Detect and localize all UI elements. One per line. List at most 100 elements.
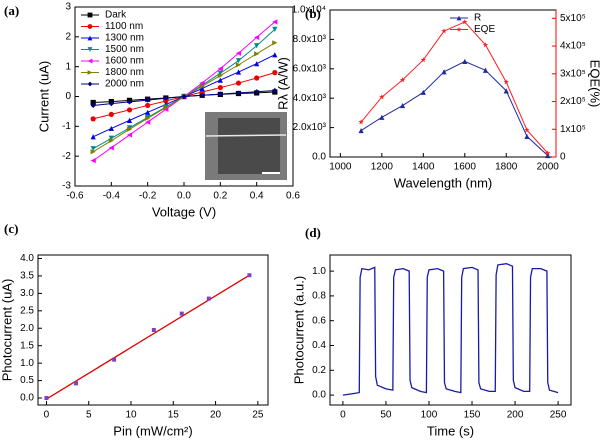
x-axis-label: Time (s) <box>427 423 474 438</box>
x-tick-label: 1200 <box>371 162 394 173</box>
x-tick-label: 0 <box>340 410 346 421</box>
marker <box>145 97 151 103</box>
inset-wire <box>205 134 287 137</box>
marker <box>217 91 223 97</box>
marker <box>217 70 223 76</box>
marker <box>235 58 242 64</box>
marker <box>235 80 242 86</box>
marker <box>199 85 205 92</box>
plot-frame <box>329 254 572 406</box>
marker <box>272 40 278 46</box>
marker <box>254 34 260 41</box>
marker <box>379 114 385 120</box>
marker <box>524 127 530 133</box>
x-tick-label: -0.2 <box>139 191 157 202</box>
marker <box>108 135 114 141</box>
panel-label: (a) <box>4 3 19 18</box>
x-tick-label: 150 <box>464 410 481 421</box>
marker <box>126 117 133 123</box>
x-tick-label: 1000 <box>329 162 352 173</box>
series-line <box>342 263 559 396</box>
legend-label: 2000 nm <box>105 79 144 90</box>
y-tick-label: 2.0x10³ <box>293 122 327 133</box>
panel-label: (d) <box>305 225 321 240</box>
marker <box>151 328 156 332</box>
marker <box>90 102 96 109</box>
y-tick-label: 0.0 <box>312 152 326 163</box>
marker <box>217 73 223 79</box>
x-tick-label: 25 <box>252 410 264 421</box>
marker <box>108 138 114 144</box>
y2-tick-label: 0 <box>560 152 566 163</box>
y-tick-label: 8.0x10³ <box>293 34 327 45</box>
marker <box>217 66 223 72</box>
legend-label: 1300 nm <box>105 33 144 44</box>
marker <box>44 396 49 401</box>
legend-label: Dark <box>105 10 127 21</box>
x-tick-label: 0.2 <box>213 191 227 202</box>
marker <box>482 67 489 73</box>
x-tick-label: 50 <box>380 410 392 421</box>
marker <box>206 296 211 301</box>
marker <box>126 99 133 105</box>
marker <box>358 119 364 125</box>
y-tick-label: -2 <box>62 151 71 162</box>
x-tick-label: 15 <box>168 410 180 421</box>
legend-label: 1500 nm <box>105 44 144 55</box>
marker <box>145 109 151 115</box>
marker <box>456 15 462 21</box>
y2-tick-label: 5x10⁵ <box>560 13 586 24</box>
x-tick-label: 5 <box>86 410 92 421</box>
marker <box>90 146 96 152</box>
marker <box>254 75 260 81</box>
y-tick-label: 2.5 <box>20 305 34 316</box>
y-tick-label: 0.2 <box>312 365 326 376</box>
marker <box>87 58 93 64</box>
marker <box>272 52 278 58</box>
marker <box>108 111 114 117</box>
marker <box>503 88 509 94</box>
marker <box>179 311 184 316</box>
marker <box>90 99 96 106</box>
plot-frame <box>37 254 269 406</box>
fit-line <box>46 274 250 400</box>
marker <box>163 98 169 104</box>
y-tick-label: 1.0 <box>312 266 326 277</box>
y2-tick-label: 4x10⁵ <box>560 41 586 52</box>
marker <box>87 12 93 18</box>
y-tick-label: 0.4 <box>312 340 326 351</box>
inset-image <box>205 112 287 180</box>
legend-label: 1100 nm <box>105 21 143 32</box>
y-tick-label: -1 <box>62 121 71 132</box>
marker <box>235 90 242 96</box>
marker <box>145 119 151 125</box>
marker <box>462 58 468 65</box>
y-tick-label: 2 <box>65 31 71 42</box>
marker <box>87 47 93 52</box>
y-tick-label: 0.0 <box>312 390 326 401</box>
y2-tick-label: 2x10⁵ <box>560 96 586 107</box>
y-tick-label: 0.5 <box>20 375 34 386</box>
x-tick-label: 0.0 <box>177 191 191 202</box>
y2-tick-label: 1x10⁵ <box>560 124 586 135</box>
y-tick-label: 3 <box>65 2 71 13</box>
marker <box>181 93 187 100</box>
y2-tick-label: 3x10⁵ <box>560 68 586 79</box>
marker <box>272 70 278 76</box>
marker <box>87 35 93 41</box>
x-tick-label: 0.6 <box>286 191 300 202</box>
x-tick-label: -0.6 <box>66 191 84 202</box>
y-tick-label: -3 <box>62 181 71 192</box>
legend-label: R <box>474 13 481 24</box>
y-tick-label: 4.0 <box>20 253 34 264</box>
x-tick-label: 250 <box>550 410 567 421</box>
marker <box>87 24 93 29</box>
marker <box>441 28 447 34</box>
marker <box>545 152 551 159</box>
marker <box>272 26 278 32</box>
marker <box>90 134 96 140</box>
x-axis-label: Voltage (V) <box>152 204 216 219</box>
marker <box>126 107 133 113</box>
marker <box>90 116 96 122</box>
marker <box>358 127 364 134</box>
